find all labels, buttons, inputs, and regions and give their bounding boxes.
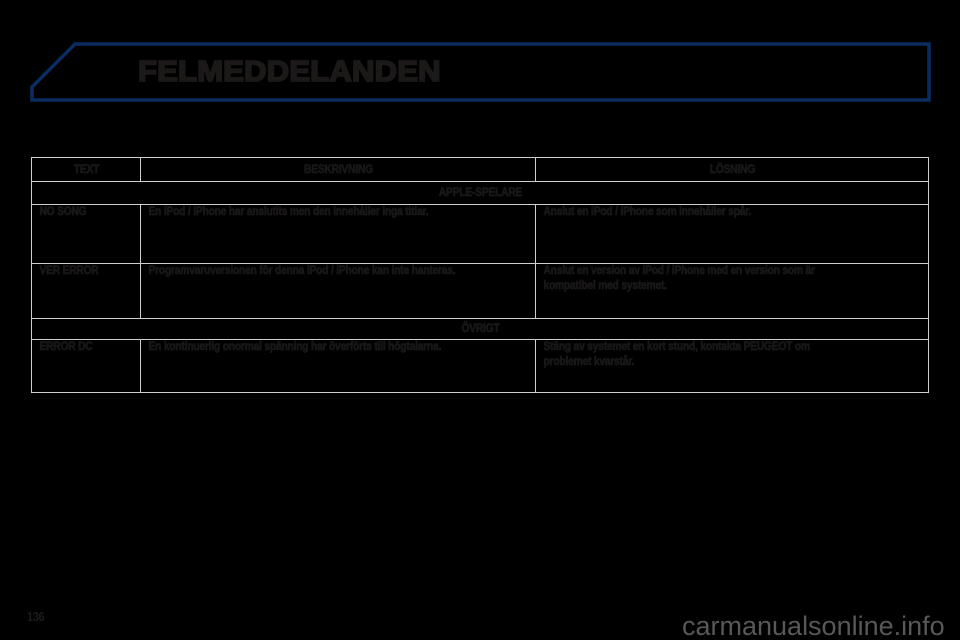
svg-text:FELMEDDELANDEN: FELMEDDELANDEN <box>138 56 441 88</box>
